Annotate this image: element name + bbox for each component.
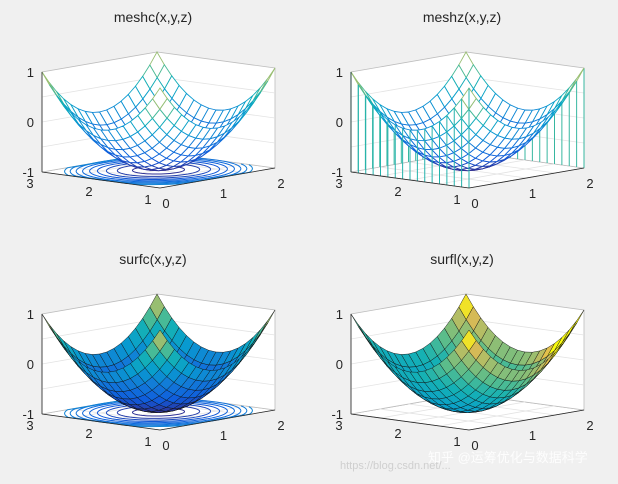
y-tick-label: 2: [394, 184, 401, 199]
grid-line: [156, 318, 276, 336]
z-tick-label: 1: [336, 307, 343, 322]
y-tick-label: 1: [144, 192, 151, 207]
grid-line: [350, 318, 467, 340]
z-tick-label: -1: [22, 165, 34, 180]
z-tick-label: 1: [27, 307, 34, 322]
z-tick-label: -1: [22, 407, 34, 422]
x-tick-label: 2: [586, 418, 593, 433]
y-tick-label: 1: [453, 434, 460, 449]
x-tick-label: 1: [529, 186, 536, 201]
z-tick-label: 0: [336, 115, 343, 130]
z-tick-label: 0: [27, 115, 34, 130]
y-tick-label: 3: [26, 418, 33, 433]
subplot-title: surfc(x,y,z): [119, 251, 186, 267]
y-axis-line: [41, 171, 161, 189]
z-tick-label: 0: [336, 357, 343, 372]
y-tick-label: 2: [394, 426, 401, 441]
y-tick-label: 3: [335, 176, 342, 191]
subplot-title: meshz(x,y,z): [423, 9, 501, 25]
x-tick-label: 1: [529, 428, 536, 443]
y-tick-label: 2: [85, 426, 92, 441]
surface-face: [461, 329, 477, 352]
y-axis-line: [350, 171, 470, 189]
grid-line: [465, 318, 585, 336]
y-axis-line: [350, 413, 470, 431]
y-tick-label: 1: [144, 434, 151, 449]
x-tick-label: 2: [277, 418, 284, 433]
x-tick-label: 0: [162, 438, 169, 453]
x-tick-label: 2: [277, 176, 284, 191]
x-tick-label: 0: [471, 196, 478, 211]
x-tick-label: 0: [471, 438, 478, 453]
subplot-title: meshc(x,y,z): [114, 9, 192, 25]
grid-line: [156, 76, 276, 94]
x-tick-label: 1: [220, 428, 227, 443]
subplot-title: surfl(x,y,z): [430, 251, 494, 267]
y-tick-label: 3: [335, 418, 342, 433]
y-tick-label: 2: [85, 184, 92, 199]
z-tick-label: -1: [331, 407, 343, 422]
x-axis-line: [468, 167, 585, 189]
grid-line: [465, 76, 585, 94]
x-axis-line: [159, 409, 276, 431]
z-tick-label: 1: [27, 65, 34, 80]
y-tick-label: 3: [26, 176, 33, 191]
z-tick-label: 0: [27, 357, 34, 372]
grid-line: [350, 76, 467, 98]
y-tick-label: 1: [453, 192, 460, 207]
watermark: 知乎 @运筹优化与数据科学: [428, 450, 588, 465]
x-tick-label: 2: [586, 176, 593, 191]
surface-face: [152, 329, 168, 352]
x-axis-line: [159, 167, 276, 189]
grid-line: [41, 318, 158, 340]
x-axis-line: [468, 409, 585, 431]
mesh-face: [152, 87, 168, 110]
z-tick-label: -1: [331, 165, 343, 180]
x-tick-label: 0: [162, 196, 169, 211]
x-tick-label: 1: [220, 186, 227, 201]
grid-line: [41, 76, 158, 98]
z-tick-label: 1: [336, 65, 343, 80]
watermark-url: https://blog.csdn.net/...: [340, 460, 451, 472]
y-axis-line: [41, 413, 161, 431]
